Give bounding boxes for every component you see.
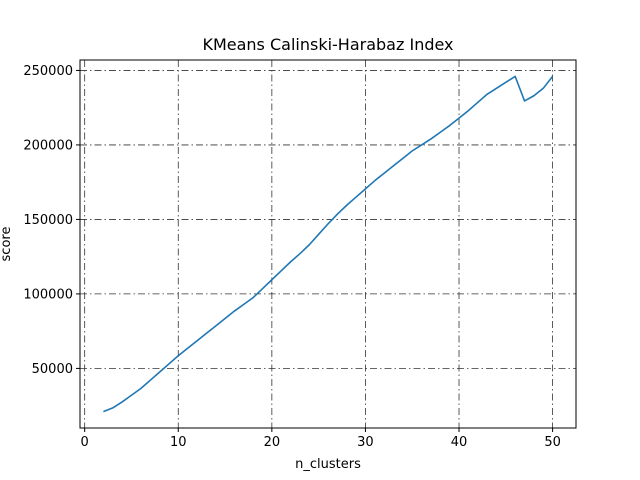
series-line [103,75,554,413]
x-tick-label: 0 [81,435,89,450]
series-layer [103,75,554,413]
y-tick-label: 100000 [23,287,73,302]
y-tick-label: 50000 [32,362,73,377]
plot-frame [79,59,577,429]
x-tick-label: 40 [451,435,468,450]
x-tick-label: 20 [264,435,281,450]
x-tick-label: 10 [170,435,187,450]
y-tick-label: 200000 [23,138,73,153]
x-axis-label: n_clusters [295,457,361,472]
axes: 0 10 20 30 40 50 50000 100000 150000 200000 250000 [23,59,577,450]
grid [80,60,576,428]
x-tick-label: 30 [357,435,374,450]
x-tick-label: 50 [544,435,561,450]
y-tick-label: 250000 [23,64,73,79]
y-tick-label: 150000 [23,213,73,228]
y-axis-label: score [0,227,14,262]
chart-title: KMeans Calinski-Harabaz Index [202,35,453,54]
